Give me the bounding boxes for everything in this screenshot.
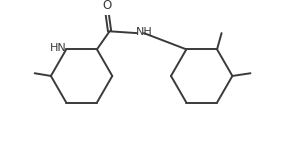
Text: NH: NH bbox=[136, 27, 152, 37]
Text: HN: HN bbox=[50, 44, 66, 53]
Text: O: O bbox=[102, 0, 112, 12]
